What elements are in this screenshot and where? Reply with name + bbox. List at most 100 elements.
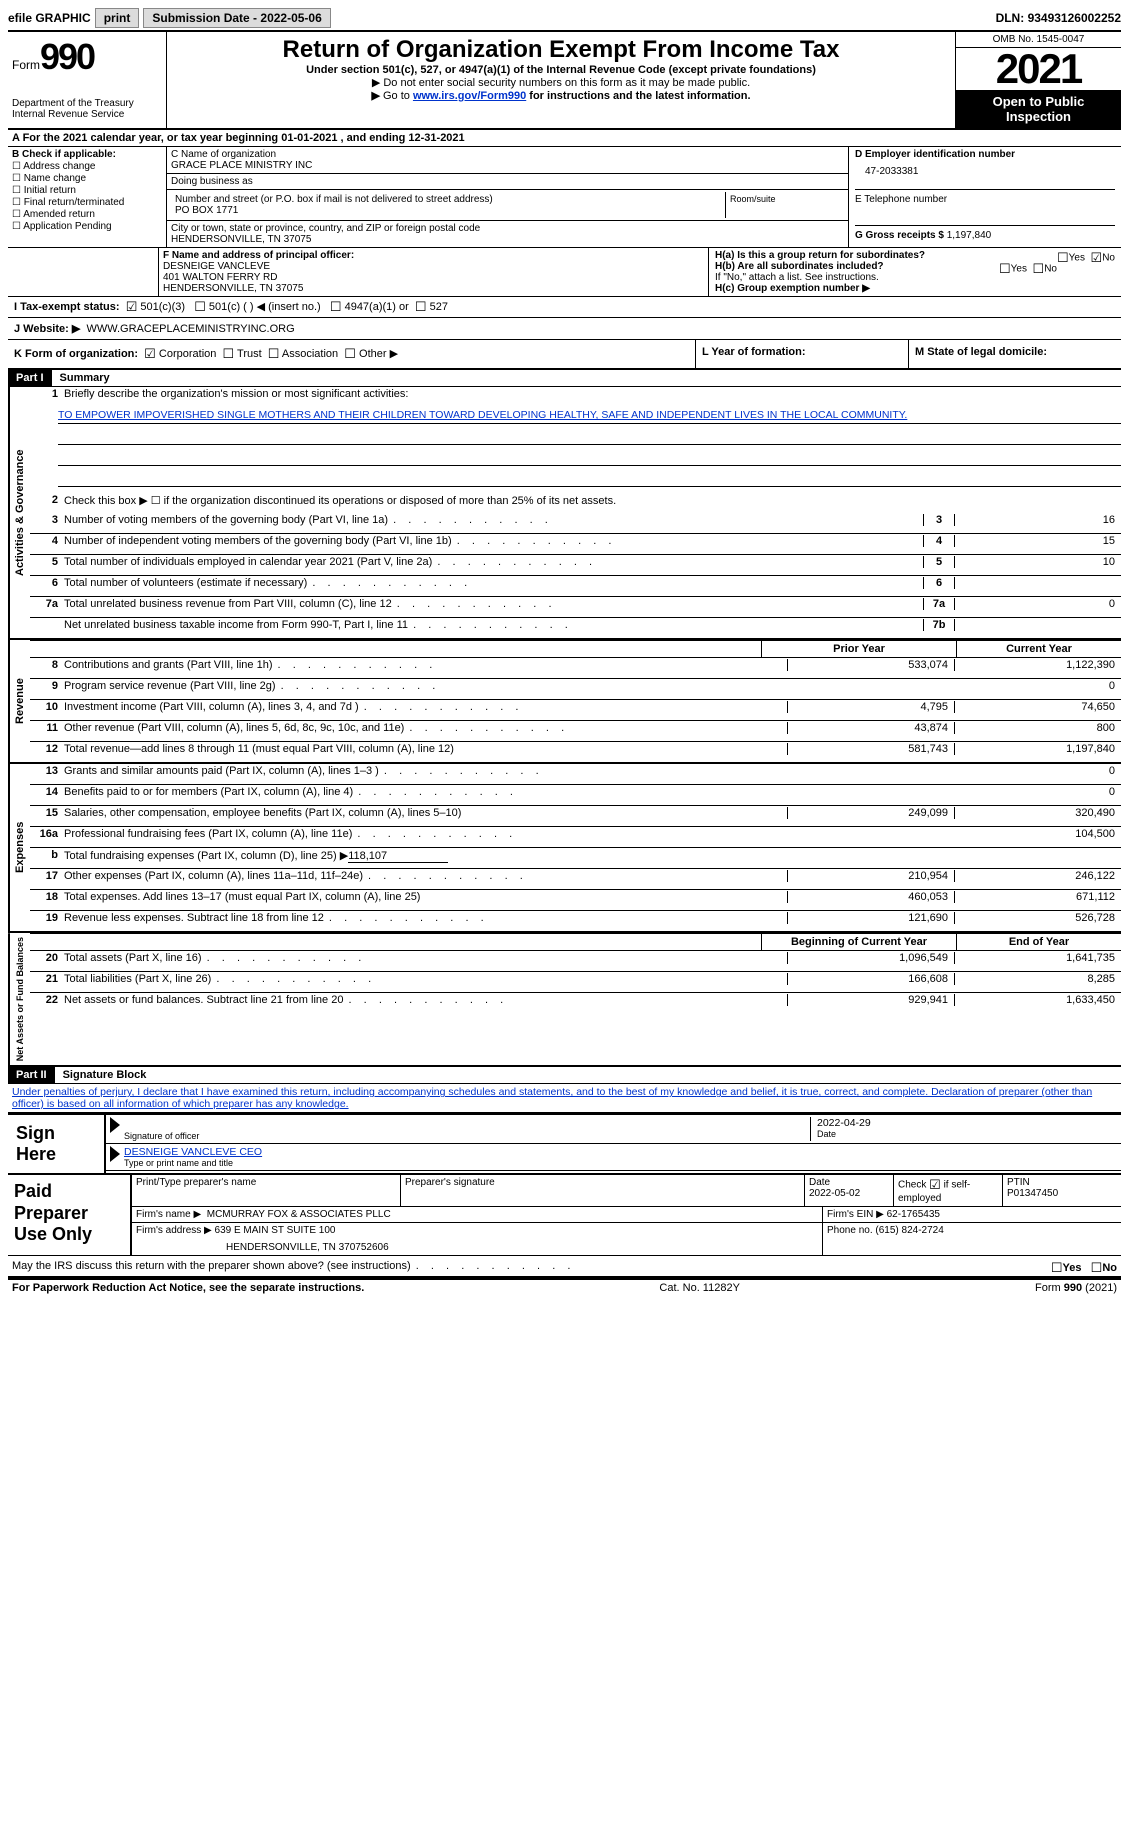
print-button[interactable]: print — [95, 8, 140, 28]
val5: 10 — [955, 556, 1121, 568]
irs-label: Internal Revenue Service — [12, 109, 162, 120]
line19: Revenue less expenses. Subtract line 18 … — [64, 912, 787, 924]
form-header: Form990 Department of the Treasury Inter… — [8, 30, 1121, 128]
line21: Total liabilities (Part X, line 26) — [64, 973, 787, 985]
line11: Other revenue (Part VIII, column (A), li… — [64, 722, 787, 734]
line10: Investment income (Part VIII, column (A)… — [64, 701, 787, 713]
prep-sig-header: Preparer's signature — [401, 1175, 805, 1206]
page-footer: For Paperwork Reduction Act Notice, see … — [8, 1278, 1121, 1296]
line15: Salaries, other compensation, employee b… — [64, 807, 787, 819]
paid-preparer-label: Paid Preparer Use Only — [8, 1175, 130, 1255]
line12: Total revenue—add lines 8 through 11 (mu… — [64, 743, 787, 755]
org-name-cell: C Name of organization GRACE PLACE MINIS… — [167, 147, 848, 174]
prep-self-employed: Check ☑ if self-employed — [894, 1175, 1003, 1206]
chk-other[interactable]: ☐ — [344, 346, 356, 361]
line5: Total number of individuals employed in … — [64, 556, 923, 568]
officer-name: DESNEIGE VANCLEVE CEO — [124, 1146, 1117, 1158]
chk-address-change[interactable]: ☐ Address change — [12, 161, 162, 172]
gross-receipts: G Gross receipts $ 1,197,840 — [855, 225, 1115, 241]
vert-revenue: Revenue — [8, 640, 30, 762]
part1-bar: Part I Summary — [8, 370, 1121, 387]
val4: 15 — [955, 535, 1121, 547]
vert-net-assets: Net Assets or Fund Balances — [8, 933, 30, 1065]
firm-ein: Firm's EIN ▶ 62-1765435 — [823, 1207, 1121, 1222]
date-caption: Date — [817, 1129, 1117, 1139]
hb-yes[interactable]: ☐ — [999, 261, 1011, 276]
prep-date: Date2022-05-02 — [805, 1175, 894, 1206]
chk-application-pending[interactable]: ☐ Application Pending — [12, 221, 162, 232]
hb-subordinates: H(b) Are all subordinates included? ☐Yes… — [715, 261, 1115, 272]
arrow-icon — [110, 1146, 120, 1162]
chk-corp[interactable]: ☑ — [144, 346, 156, 361]
chk-4947[interactable]: ☐ — [330, 299, 342, 314]
sign-date: 2022-04-29 — [817, 1117, 1117, 1129]
public-inspection: Open to Public Inspection — [956, 90, 1121, 128]
ha-yes[interactable]: ☐ — [1057, 250, 1069, 265]
row-a-tax-year: A For the 2021 calendar year, or tax yea… — [8, 128, 1121, 147]
vert-activities: Activities & Governance — [8, 387, 30, 638]
line18: Total expenses. Add lines 13–17 (must eq… — [64, 891, 787, 903]
line7a: Total unrelated business revenue from Pa… — [64, 598, 923, 610]
dept-treasury: Department of the Treasury — [12, 98, 162, 109]
line16b: Total fundraising expenses (Part IX, col… — [64, 849, 787, 863]
sig-officer-caption: Signature of officer — [124, 1131, 810, 1141]
line3: Number of voting members of the governin… — [64, 514, 923, 526]
irs-link[interactable]: www.irs.gov/Form990 — [413, 90, 526, 102]
phone-label: E Telephone number — [855, 189, 1115, 205]
revenue-section: Revenue Prior Year Current Year 8 Contri… — [8, 640, 1121, 764]
street-cell: Number and street (or P.O. box if mail i… — [167, 190, 848, 221]
chk-527[interactable]: ☐ — [415, 299, 427, 314]
chk-assoc[interactable]: ☐ — [268, 346, 280, 361]
chk-initial-return[interactable]: ☐ Initial return — [12, 185, 162, 196]
line1-label: Briefly describe the organization's miss… — [64, 388, 1121, 400]
ha-no[interactable]: ☑ — [1091, 250, 1103, 265]
firm-address: Firm's address ▶ 639 E MAIN ST SUITE 100… — [132, 1223, 823, 1255]
chk-501c3[interactable]: ☑ — [126, 299, 138, 314]
vert-expenses: Expenses — [8, 764, 30, 931]
chk-amended-return[interactable]: ☐ Amended return — [12, 209, 162, 220]
arrow-icon — [110, 1117, 120, 1133]
val3: 16 — [955, 514, 1121, 526]
chk-self-employed[interactable]: ☑ — [929, 1177, 941, 1192]
chk-501c[interactable]: ☐ — [194, 299, 206, 314]
chk-name-change[interactable]: ☐ Name change — [12, 173, 162, 184]
form-title: Return of Organization Exempt From Incom… — [171, 36, 951, 64]
discuss-yes[interactable]: ☐ — [1051, 1260, 1063, 1275]
mission-blank2 — [58, 451, 1121, 466]
part2-title: Signature Block — [55, 1067, 155, 1083]
part2-bar: Part II Signature Block — [8, 1067, 1121, 1084]
firm-phone: Phone no. (615) 824-2724 — [823, 1223, 1121, 1255]
hc-exemption: H(c) Group exemption number ▶ — [715, 283, 1115, 294]
prep-ptin: PTINP01347450 — [1003, 1175, 1121, 1206]
val7a: 0 — [955, 598, 1121, 610]
hb-no[interactable]: ☐ — [1033, 261, 1045, 276]
prep-name-header: Print/Type preparer's name — [132, 1175, 401, 1206]
footer-mid: Cat. No. 11282Y — [659, 1282, 740, 1294]
chk-final-return[interactable]: ☐ Final return/terminated — [12, 197, 162, 208]
tax-year: 2021 — [956, 48, 1121, 90]
tax-status-row: I Tax-exempt status: ☑ 501(c)(3) ☐ 501(c… — [8, 297, 1121, 318]
paid-preparer-section: Paid Preparer Use Only Print/Type prepar… — [8, 1173, 1121, 1256]
discuss-no[interactable]: ☐ — [1091, 1260, 1103, 1275]
note-ssn: Do not enter social security numbers on … — [171, 76, 951, 89]
footer-left: For Paperwork Reduction Act Notice, see … — [12, 1282, 364, 1294]
line14: Benefits paid to or for members (Part IX… — [64, 786, 787, 798]
firm-name: Firm's name ▶ MCMURRAY FOX & ASSOCIATES … — [132, 1207, 823, 1222]
form-number: Form990 — [12, 36, 162, 78]
efile-label: efile GRAPHIC — [8, 11, 91, 25]
name-caption: Type or print name and title — [124, 1158, 1117, 1168]
website-value: WWW.GRACEPLACEMINISTRYINC.ORG — [86, 323, 294, 335]
mission-blank3 — [58, 472, 1121, 487]
year-formation: L Year of formation: — [702, 346, 806, 358]
chk-trust[interactable]: ☐ — [223, 346, 235, 361]
phone-value — [855, 205, 1115, 225]
col-b-checkboxes: B Check if applicable: ☐ Address change … — [8, 147, 167, 247]
activities-section: Activities & Governance 1 Briefly descri… — [8, 387, 1121, 640]
dln-label: DLN: 93493126002252 — [996, 11, 1121, 25]
expenses-section: Expenses 13 Grants and similar amounts p… — [8, 764, 1121, 933]
line17: Other expenses (Part IX, column (A), lin… — [64, 870, 787, 882]
line13: Grants and similar amounts paid (Part IX… — [64, 765, 787, 777]
top-bar: efile GRAPHIC print Submission Date - 20… — [8, 8, 1121, 28]
submission-date-button[interactable]: Submission Date - 2022-05-06 — [143, 8, 330, 28]
ha-group-return: H(a) Is this a group return for subordin… — [715, 250, 1115, 261]
